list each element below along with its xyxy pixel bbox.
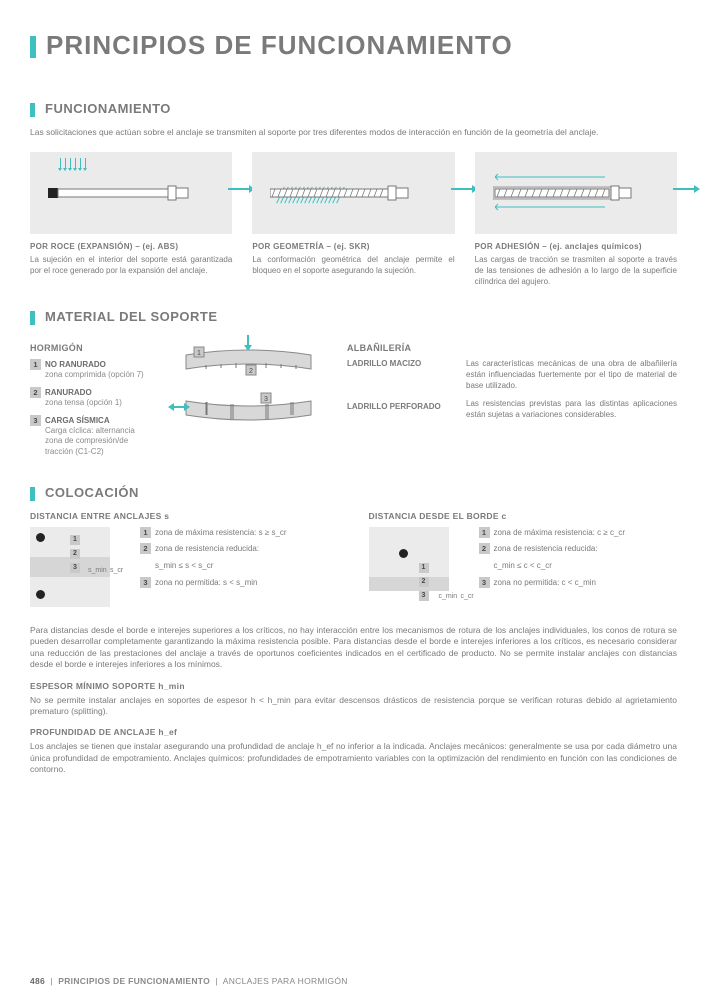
- section-title-colocacion: COLOCACIÓN: [30, 485, 677, 501]
- list-item: 3 CARGA SÍSMICA Carga cíclica: alternanci…: [30, 415, 150, 458]
- colocacion-paragraphs: Para distancias desde el borde e interej…: [30, 625, 677, 776]
- force-arrows-down: [60, 158, 86, 168]
- page-footer: 486 | PRINCIPIOS DE FUNCIONAMIENTO | ANC…: [30, 976, 348, 986]
- diagram-adhesion: [475, 152, 677, 234]
- caption-title: POR ADHESIÓN – (ej. anclajes químicos): [475, 242, 677, 251]
- item-sub: zona tensa (opción 1): [45, 398, 150, 408]
- coloc-diagram-c: 1 2 3 c_min c_cr: [369, 527, 469, 607]
- dim-cmin: c_min: [439, 593, 458, 600]
- item-title: NO RANURADO: [45, 360, 106, 369]
- diagram-expansion: [30, 152, 232, 234]
- material-row: HORMIGÓN 1 NO RANURADO zona comprimida (o…: [30, 335, 677, 463]
- zone-text: c_min ≤ c < c_cr: [494, 561, 552, 570]
- ladrillo-text: Las resistencias previstas para las dist…: [466, 399, 677, 421]
- zone-text: zona no permitida: s < s_min: [155, 578, 258, 587]
- s1-intro: Las solicitaciones que actúan sobre el a…: [30, 127, 677, 138]
- page-title-text: PRINCIPIOS DE FUNCIONAMIENTO: [46, 30, 513, 60]
- section-bar: [30, 311, 35, 325]
- item-title: RANURADO: [45, 388, 92, 397]
- ladrillo-label: LADRILLO MACIZO: [347, 359, 452, 368]
- zone-text: zona no permitida: c < c_min: [494, 578, 597, 587]
- section-title-funcionamiento: FUNCIONAMIENTO: [30, 101, 677, 117]
- anchor-icon: [270, 182, 430, 204]
- s1-col-2: POR GEOMETRÍA – (ej. SKR) La conformació…: [252, 152, 454, 287]
- ladrillo-text: Las características mecánicas de una obr…: [466, 359, 677, 391]
- section-bar: [30, 487, 35, 501]
- item-sub: Carga cíclica: alternancia zona de compr…: [45, 426, 150, 457]
- zone-text: zona de resistencia reducida:: [494, 544, 598, 553]
- svg-text:1: 1: [197, 350, 201, 357]
- item-sub: zona comprimida (opción 7): [45, 370, 150, 380]
- section-label: COLOCACIÓN: [45, 485, 139, 500]
- material-right: ALBAÑILERÍA LADRILLO MACIZO LADRILLO PER…: [347, 335, 677, 463]
- caption-title: POR GEOMETRÍA – (ej. SKR): [252, 242, 454, 251]
- caption-body: La sujeción en el interior del soporte e…: [30, 255, 232, 277]
- coloc-zone-list: 1zona de máxima resistencia: c ≥ c_cr 2z…: [479, 527, 678, 607]
- beam-diagram-icon: 1 2 3: [166, 335, 331, 431]
- coloc-para1: Para distancias desde el borde e interej…: [30, 625, 677, 671]
- material-right-texts: . Las características mecánicas de una o…: [466, 335, 677, 463]
- load-arrow-icon: [228, 188, 250, 190]
- material-right-labels: ALBAÑILERÍA LADRILLO MACIZO LADRILLO PER…: [347, 335, 452, 463]
- section-bar: [30, 103, 35, 117]
- caption-body: Las cargas de tracción se trasmiten al s…: [475, 255, 677, 287]
- material-diagram: 1 2 3: [166, 335, 331, 463]
- s1-col-1: POR ROCE (EXPANSIÓN) – (ej. ABS) La suje…: [30, 152, 232, 287]
- numbox: 2: [30, 387, 41, 398]
- footer-section1: PRINCIPIOS DE FUNCIONAMIENTO: [58, 976, 210, 986]
- footer-section2: ANCLAJES PARA HORMIGÓN: [223, 976, 348, 986]
- caption-title: POR ROCE (EXPANSIÓN) – (ej. ABS): [30, 242, 232, 251]
- dim-ccr: c_cr: [461, 593, 474, 600]
- list-item: 1 NO RANURADO zona comprimida (opción 7): [30, 359, 150, 381]
- colocacion-row: DISTANCIA ENTRE ANCLAJES s 1 2 3 s_min s…: [30, 511, 677, 607]
- diagram-geometry: [252, 152, 454, 234]
- coloc-h-profundidad: PROFUNDIDAD DE ANCLAJE h_ef: [30, 727, 677, 737]
- section-label: FUNCIONAMIENTO: [45, 101, 171, 116]
- coloc-para3: Los anclajes se tienen que instalar aseg…: [30, 741, 677, 775]
- coloc-subtitle: DISTANCIA DESDE EL BORDE c: [369, 511, 678, 521]
- coloc-h-espesor: ESPESOR MÍNIMO SOPORTE h_min: [30, 681, 677, 691]
- adhesion-arrows-top: [495, 172, 615, 182]
- zone-text: s_min ≤ s < s_cr: [155, 561, 213, 570]
- anchor-icon: [48, 182, 208, 204]
- page-title: PRINCIPIOS DE FUNCIONAMIENTO: [30, 30, 677, 61]
- numbox: 1: [30, 359, 41, 370]
- coloc-subtitle: DISTANCIA ENTRE ANCLAJES s: [30, 511, 339, 521]
- s1-diagram-row: POR ROCE (EXPANSIÓN) – (ej. ABS) La suje…: [30, 152, 677, 287]
- svg-text:3: 3: [264, 396, 268, 403]
- coloc-para2: No se permite instalar anclajes en sopor…: [30, 695, 677, 718]
- page-number: 486: [30, 976, 45, 986]
- s1-col-3: POR ADHESIÓN – (ej. anclajes químicos) L…: [475, 152, 677, 287]
- anchor-icon: [493, 182, 653, 204]
- caption-body: La conformación geométrica del anclaje p…: [252, 255, 454, 277]
- load-arrow-icon: [451, 188, 473, 190]
- list-item: 2 RANURADO zona tensa (opción 1): [30, 387, 150, 409]
- coloc-distancia-borde: DISTANCIA DESDE EL BORDE c 1 2 3 c_min c…: [369, 511, 678, 607]
- load-arrow-icon: [673, 188, 695, 190]
- coloc-diagram-s: 1 2 3 s_min s_cr: [30, 527, 130, 607]
- section-label: MATERIAL DEL SOPORTE: [45, 309, 218, 324]
- section-title-material: MATERIAL DEL SOPORTE: [30, 309, 677, 325]
- material-left: HORMIGÓN 1 NO RANURADO zona comprimida (o…: [30, 335, 150, 463]
- adhesion-arrows-bottom: [495, 202, 615, 212]
- dim-scr: s_cr: [110, 567, 123, 574]
- albanileria-heading: ALBAÑILERÍA: [347, 343, 452, 353]
- svg-text:2: 2: [249, 368, 253, 375]
- coloc-zone-list: 1zona de máxima resistencia: s ≥ s_cr 2z…: [140, 527, 339, 607]
- zone-text: zona de máxima resistencia: s ≥ s_cr: [155, 528, 287, 537]
- zone-text: zona de máxima resistencia: c ≥ c_cr: [494, 528, 626, 537]
- zone-text: zona de resistencia reducida:: [155, 544, 259, 553]
- hormigon-heading: HORMIGÓN: [30, 343, 150, 353]
- ladrillo-label: LADRILLO PERFORADO: [347, 402, 452, 411]
- numbox: 3: [30, 415, 41, 426]
- coloc-distancia-anclajes: DISTANCIA ENTRE ANCLAJES s 1 2 3 s_min s…: [30, 511, 339, 607]
- title-accent-bar: [30, 36, 36, 58]
- dim-smin: s_min: [88, 567, 107, 574]
- item-title: CARGA SÍSMICA: [45, 416, 110, 425]
